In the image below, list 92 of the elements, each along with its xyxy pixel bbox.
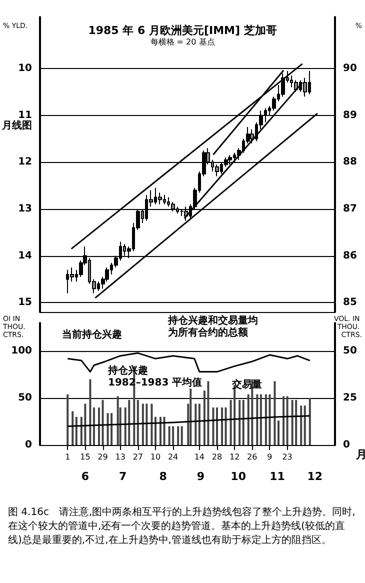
bar [295,400,298,445]
bar [264,394,267,445]
bar [75,416,78,445]
bar [106,413,109,445]
y-tick-label: 90 [343,63,357,74]
line-series [66,415,311,427]
bar [291,400,294,445]
bar [251,379,254,445]
y-tick-label: 50 [18,392,32,404]
x-tick-label: 28 [212,452,222,462]
x-tick-label: 13 [115,452,126,462]
bar [66,394,69,445]
x-tick-label: 23 [282,452,292,462]
bar [278,420,280,445]
bar [300,406,302,445]
bar [163,416,166,445]
bar [160,416,162,445]
bar [216,407,218,445]
y-tick-label: 87 [343,203,357,214]
x2-tick-label: 8 [159,470,167,483]
x-tick-label: 1 [65,452,70,462]
bar [260,394,262,445]
x2-tick-label: 9 [196,470,205,483]
bar [207,381,210,445]
y-tick-label: 85 [343,297,357,308]
x-tick-label: 12 [229,452,240,462]
annotation: 持仓兴趣和交易量均为所有合约的总额 [167,314,258,338]
y2-tick-label: 11 [18,110,32,121]
bar [146,404,148,445]
bar [224,407,227,445]
y2-tick-label: 12 [18,156,32,168]
x2-tick-label: 10 [230,470,246,483]
bar [98,407,100,445]
y2-tick-label: 25 [343,392,357,404]
x-tick-label: 27 [132,452,144,462]
bar [238,400,241,445]
y2-tick-label: 15 [18,297,32,308]
bar [212,407,214,445]
y-tick-label: 88 [343,156,357,168]
bar [150,404,153,445]
bar [268,394,271,445]
bar [308,398,311,445]
bar [180,426,183,445]
bar [110,413,113,445]
bar [92,407,95,445]
bar [116,396,119,445]
x-tick-label: 9 [267,452,272,462]
bar [84,404,86,445]
text: 1985 年 6 月欧洲美元[IMM] 芝加哥 [88,24,277,37]
bar [286,396,288,445]
bar [190,388,192,445]
y-tick-label: 86 [343,250,357,262]
caption: 图 4.16c 请注意,图中两条相互平行的上升趋势线包容了整个上升趋势。同时,在这个较大的管道中,还有一个次要的趋势管道。基本的上升趋势线(较低的直线)总是最重要的,不过,在上升趋势中,管道线也有助于标定上方的阻挡区。 [8,506,356,548]
bar [168,426,170,445]
y-tick-label: 89 [343,110,357,121]
y2-tick-label: 14 [18,250,32,262]
bar [194,404,197,445]
bar [172,426,174,445]
bar [72,411,74,445]
x2-tick-label: 12 [307,470,323,483]
text: 月线图 [1,120,32,132]
bar [198,404,200,445]
x2-tick-label: 11 [270,470,285,483]
bar [89,379,92,445]
y-tick-label: 0 [25,440,32,450]
bar [221,407,224,445]
y2-tick-label: 13 [18,203,32,214]
x-tick-label: 26 [247,452,258,462]
x-tick-label: 24 [168,452,178,462]
annotation: 当前持仓兴趣 [62,328,122,340]
x-tick-label: 10 [150,452,161,462]
x2-tick-label: 7 [119,470,127,483]
bar [177,426,180,445]
x2-axis-title: 月 [354,448,365,461]
candlestick [158,192,162,205]
y-tick-label: 100 [11,346,32,357]
bar [136,400,139,445]
bar [304,406,306,445]
x2-tick-label: 6 [81,470,90,483]
bar [142,404,144,445]
bar [154,416,156,445]
bar [128,400,130,445]
text: 每横格 = 20 基点 [150,38,215,46]
x-tick-label: 14 [194,452,205,462]
bar [274,381,276,445]
bar [282,396,285,445]
y2-tick-label: 10 [18,63,32,74]
x-tick-label: 29 [98,452,108,462]
bar [256,394,258,445]
x-tick-label: 15 [80,452,90,462]
bar [242,400,244,445]
bar [102,400,104,445]
